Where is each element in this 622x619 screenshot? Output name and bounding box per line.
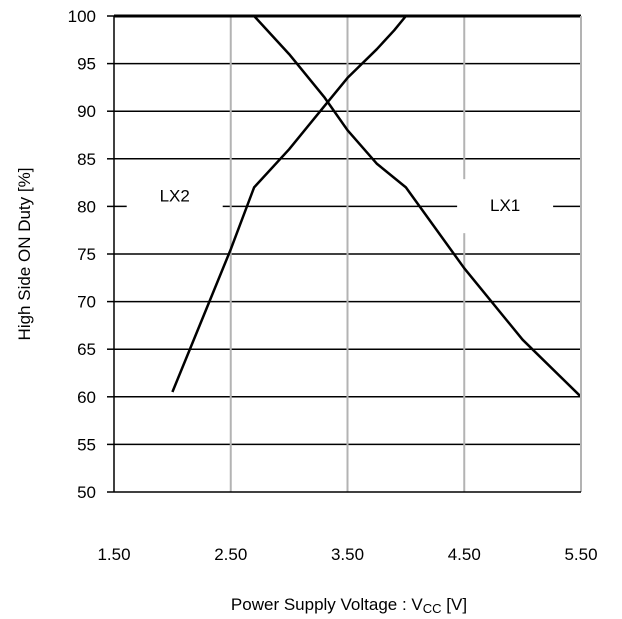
series-label-bg: [457, 179, 554, 234]
series-labels: LX1 LX2: [126, 169, 554, 234]
series-label-lx2: LX2: [160, 187, 190, 206]
y-tick-label: 65: [77, 340, 96, 359]
x-tick-label: 4.50: [448, 545, 481, 564]
x-tick-label: 2.50: [214, 545, 247, 564]
y-tick-label: 95: [77, 55, 96, 74]
series-line-lx2: [171, 15, 407, 393]
y-tick-label: 50: [77, 483, 96, 502]
y-tick-label: 70: [77, 293, 96, 312]
series-layer: [171, 15, 582, 398]
series-line-lx1: [253, 15, 582, 398]
tick-labels: 50 55 60 65 70 75 80 85 90 95 100 1.50 2.50 3.50 4.50 5…: [68, 7, 598, 564]
grid: [114, 16, 581, 492]
y-tick-label: 55: [77, 435, 96, 454]
y-tick-label: 60: [77, 388, 96, 407]
x-tick-label: 1.50: [97, 545, 130, 564]
y-tick-label: 80: [77, 197, 96, 216]
y-tick-label: 90: [77, 102, 96, 121]
x-tick-label: 3.50: [331, 545, 364, 564]
x-axis-title: Power Supply Voltage : VCC [V]: [231, 595, 467, 616]
y-tick-label: 85: [77, 150, 96, 169]
x-tick-label: 5.50: [564, 545, 597, 564]
y-axis-title: High Side ON Duty [%]: [15, 168, 34, 341]
series-label-bg: [126, 169, 223, 224]
plot-frame: [107, 14, 582, 493]
y-tick-label: 100: [68, 7, 96, 26]
y-tick-label: 75: [77, 245, 96, 264]
series-label-lx1: LX1: [490, 196, 520, 215]
